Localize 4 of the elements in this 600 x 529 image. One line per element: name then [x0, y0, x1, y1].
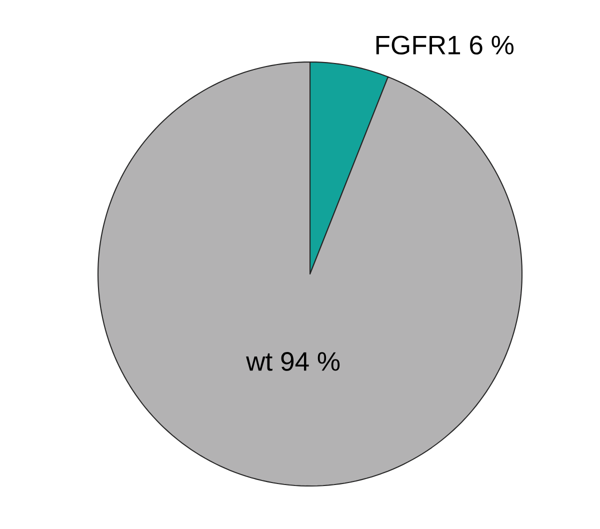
slice-label: FGFR1: [376, 36, 460, 54]
slice-label: wt: [246, 353, 272, 371]
data-label: 94 %: [281, 352, 340, 371]
data-label: 6 %: [470, 36, 514, 54]
